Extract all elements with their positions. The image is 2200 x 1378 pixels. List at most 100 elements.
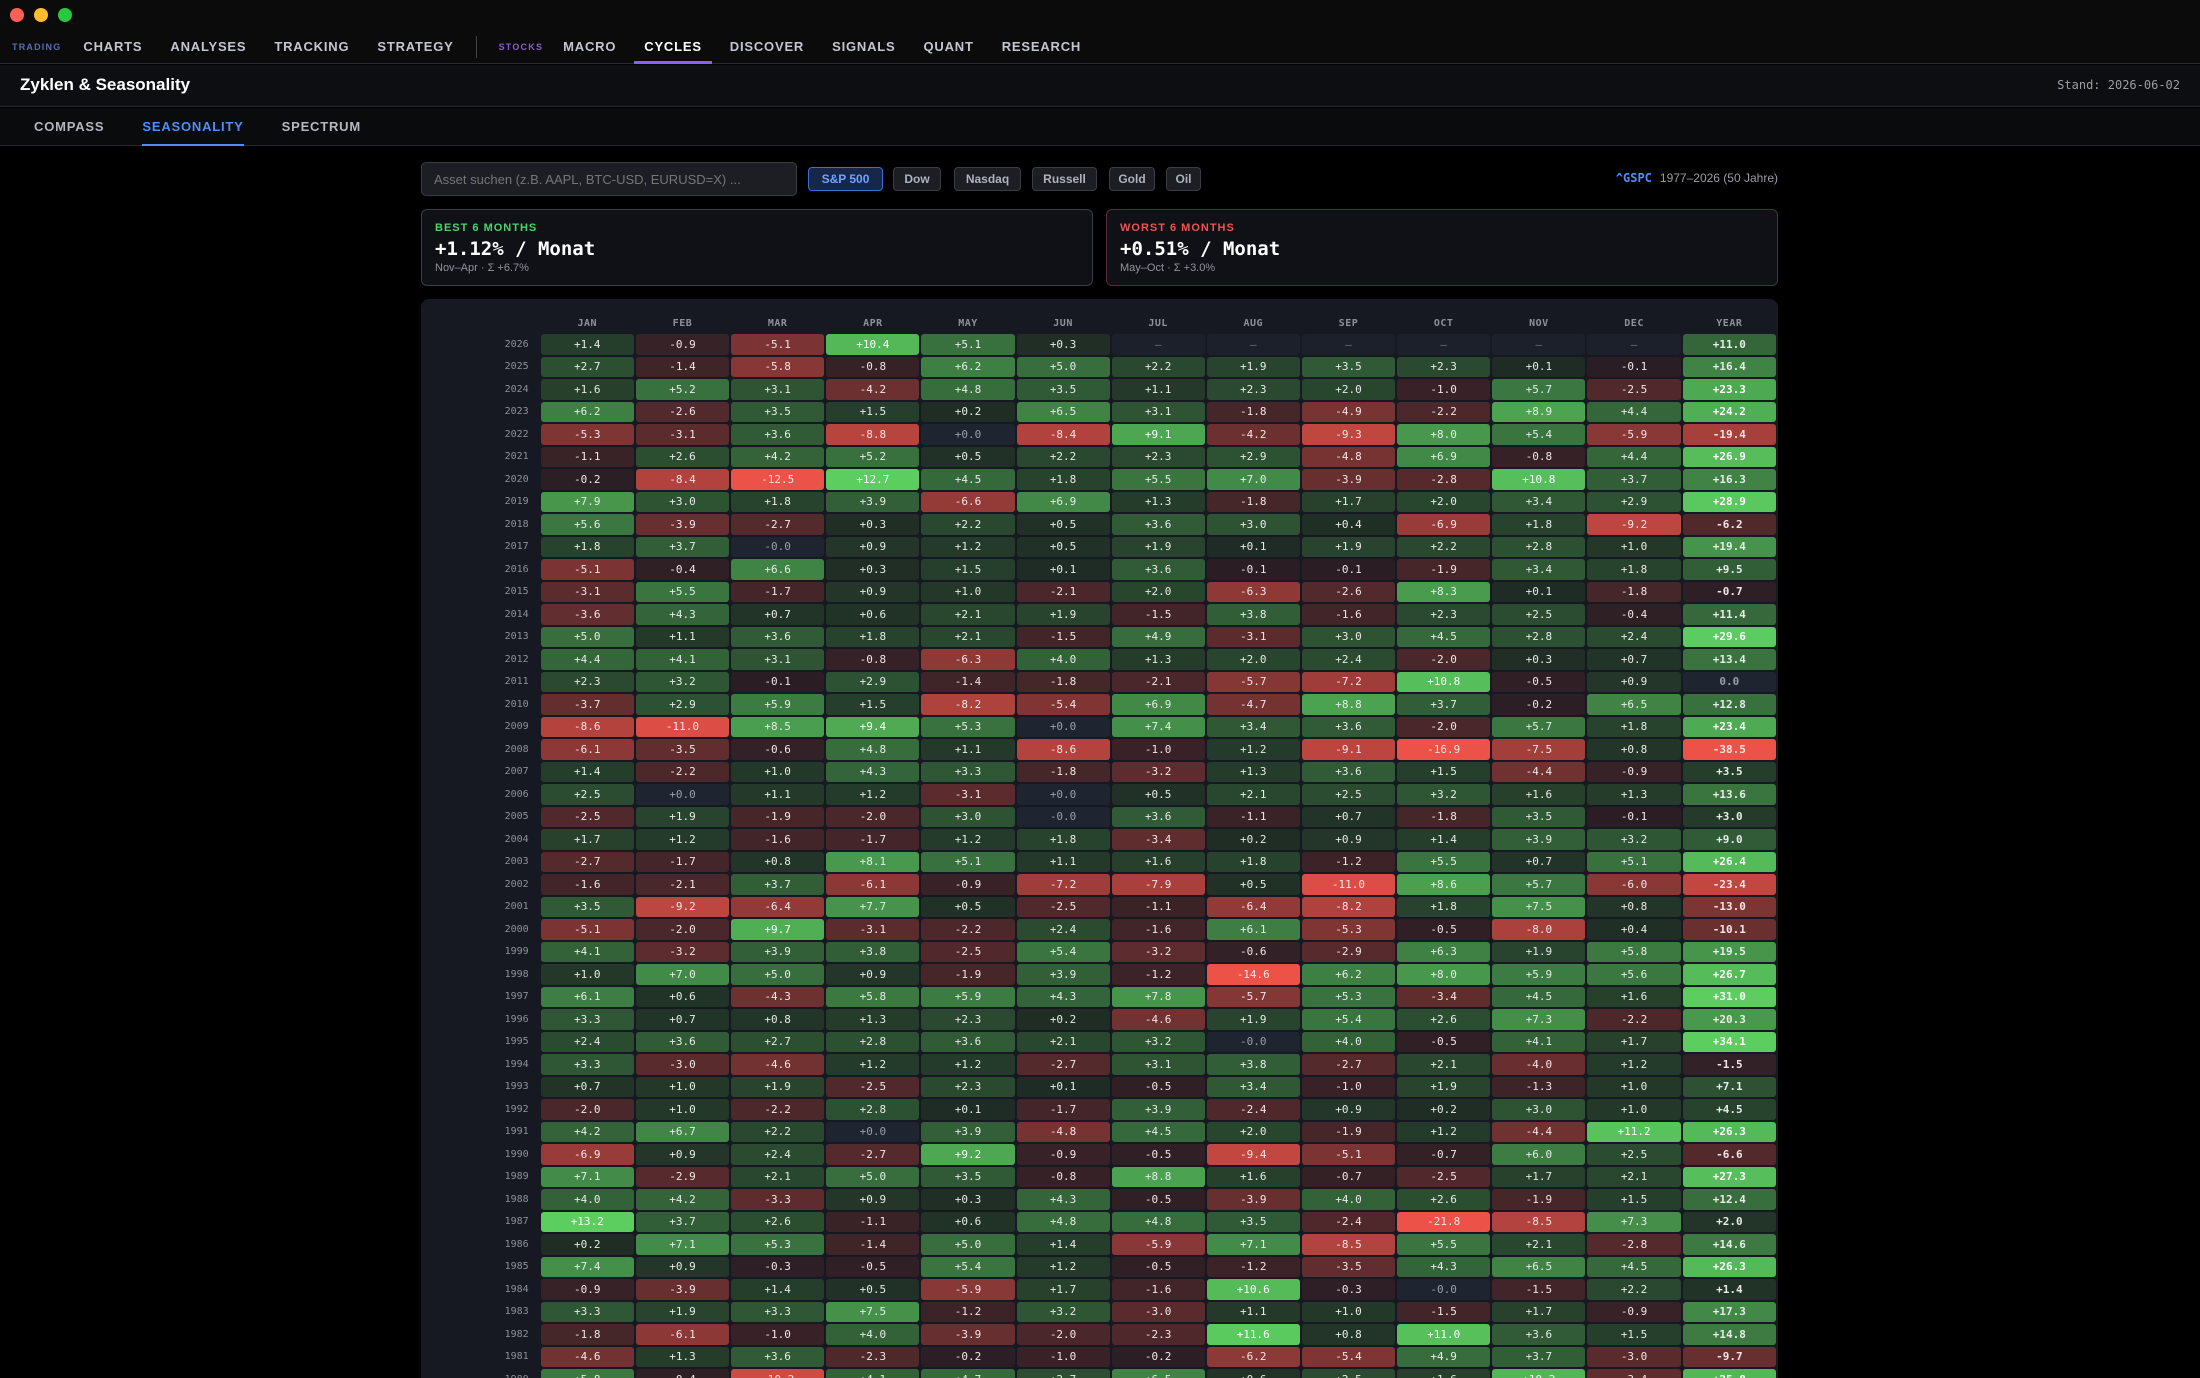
month-return-cell[interactable]: +1.2	[1206, 739, 1300, 760]
month-return-cell[interactable]: -2.4	[1301, 1211, 1396, 1232]
month-return-cell[interactable]: -4.8	[1301, 446, 1396, 467]
year-total-cell[interactable]: +7.1	[1682, 1076, 1776, 1097]
month-return-cell[interactable]: +1.0	[921, 581, 1015, 602]
month-return-cell[interactable]: +2.1	[1492, 1234, 1586, 1255]
month-return-cell[interactable]: -6.1	[826, 874, 920, 895]
month-return-cell[interactable]: +4.1	[540, 941, 634, 962]
month-return-cell[interactable]: +6.2	[1301, 964, 1396, 985]
month-return-cell[interactable]: +6.7	[635, 1121, 730, 1142]
month-return-cell[interactable]: +0.4	[1587, 919, 1681, 940]
month-return-cell[interactable]: -7.5	[1492, 739, 1586, 760]
month-return-cell[interactable]: +9.4	[826, 716, 920, 737]
month-return-cell[interactable]: +2.2	[731, 1121, 825, 1142]
month-return-cell[interactable]: +5.1	[921, 851, 1015, 872]
month-return-cell[interactable]: -0.5	[826, 1256, 920, 1277]
month-return-cell[interactable]: +2.2	[1016, 446, 1110, 467]
month-return-cell[interactable]: -3.0	[635, 1054, 730, 1075]
month-return-cell[interactable]: +5.3	[1301, 986, 1396, 1007]
month-return-cell[interactable]: +0.3	[1016, 334, 1110, 355]
month-return-cell[interactable]: +5.0	[826, 1166, 920, 1187]
year-total-cell[interactable]: +28.9	[1682, 491, 1776, 512]
month-return-cell[interactable]: -5.9	[1111, 1234, 1205, 1255]
month-return-cell[interactable]: +1.6	[1206, 1166, 1300, 1187]
month-return-cell[interactable]: -5.8	[731, 356, 825, 377]
month-return-cell[interactable]: +0.8	[1301, 1324, 1396, 1345]
month-return-cell[interactable]: +3.5	[731, 401, 825, 422]
month-return-cell[interactable]: -0.5	[1397, 1031, 1491, 1052]
month-return-cell[interactable]: +0.9	[1587, 671, 1681, 692]
year-total-cell[interactable]: +24.2	[1682, 401, 1776, 422]
month-return-cell[interactable]: +0.8	[731, 1009, 825, 1030]
month-return-cell[interactable]: -2.7	[731, 514, 825, 535]
month-return-cell[interactable]: +5.7	[1492, 716, 1586, 737]
month-return-cell[interactable]: +10.8	[1492, 469, 1586, 490]
month-return-cell[interactable]: +3.2	[1587, 829, 1681, 850]
month-return-cell[interactable]: +5.4	[1492, 424, 1586, 445]
month-return-cell[interactable]: +10.8	[1397, 671, 1491, 692]
year-total-cell[interactable]: +17.3	[1682, 1301, 1776, 1322]
month-return-cell[interactable]: -0.8	[826, 649, 920, 670]
month-return-cell[interactable]: +1.7	[1492, 1301, 1586, 1322]
nav-item-quant[interactable]: QUANT	[923, 38, 974, 54]
month-return-cell[interactable]: -0.6	[1206, 941, 1300, 962]
month-return-cell[interactable]: +1.8	[826, 626, 920, 647]
month-return-cell[interactable]: —	[1301, 334, 1396, 355]
month-return-cell[interactable]: -0.3	[1301, 1279, 1396, 1300]
month-return-cell[interactable]: +5.1	[921, 334, 1015, 355]
month-return-cell[interactable]: -10.2	[731, 1369, 825, 1378]
month-return-cell[interactable]: +2.2	[1587, 1279, 1681, 1300]
month-return-cell[interactable]: -0.3	[731, 1256, 825, 1277]
month-return-cell[interactable]: +0.9	[826, 581, 920, 602]
month-return-cell[interactable]: +0.9	[826, 964, 920, 985]
year-total-cell[interactable]: +19.5	[1682, 941, 1776, 962]
month-return-cell[interactable]: -2.1	[635, 874, 730, 895]
month-return-cell[interactable]: -0.7	[1301, 1166, 1396, 1187]
month-return-cell[interactable]: +0.0	[635, 784, 730, 805]
year-total-cell[interactable]: +26.3	[1682, 1256, 1776, 1277]
month-return-cell[interactable]: -3.7	[540, 694, 634, 715]
month-return-cell[interactable]: +3.9	[1492, 829, 1586, 850]
month-return-cell[interactable]: +3.3	[540, 1009, 634, 1030]
month-return-cell[interactable]: -5.3	[1301, 919, 1396, 940]
month-return-cell[interactable]: +6.0	[1492, 1144, 1586, 1165]
month-return-cell[interactable]: +4.5	[921, 469, 1015, 490]
month-return-cell[interactable]: -2.0	[1397, 649, 1491, 670]
month-return-cell[interactable]: +0.6	[635, 986, 730, 1007]
month-return-cell[interactable]: -0.9	[921, 874, 1015, 895]
month-return-cell[interactable]: -9.2	[1587, 514, 1681, 535]
month-return-cell[interactable]: +7.4	[540, 1256, 634, 1277]
month-return-cell[interactable]: +3.7	[1492, 1346, 1586, 1367]
month-return-cell[interactable]: -1.5	[1397, 1301, 1491, 1322]
month-return-cell[interactable]: -2.2	[731, 1099, 825, 1120]
month-return-cell[interactable]: -2.0	[1016, 1324, 1110, 1345]
month-return-cell[interactable]: +5.2	[826, 446, 920, 467]
month-return-cell[interactable]: +9.7	[731, 919, 825, 940]
year-total-cell[interactable]: +26.3	[1682, 1121, 1776, 1142]
month-return-cell[interactable]: +1.8	[1206, 851, 1300, 872]
month-return-cell[interactable]: +5.6	[1587, 964, 1681, 985]
month-return-cell[interactable]: +0.9	[635, 1256, 730, 1277]
month-return-cell[interactable]: +1.9	[635, 806, 730, 827]
month-return-cell[interactable]: -0.1	[1301, 559, 1396, 580]
tab-seasonality[interactable]: SEASONALITY	[142, 108, 244, 146]
month-return-cell[interactable]: +3.7	[1587, 469, 1681, 490]
month-return-cell[interactable]: +7.5	[1492, 896, 1586, 917]
month-return-cell[interactable]: +4.5	[1587, 1256, 1681, 1277]
year-total-cell[interactable]: +23.4	[1682, 716, 1776, 737]
nav-item-charts[interactable]: CHARTS	[83, 38, 143, 54]
month-return-cell[interactable]: +1.2	[1587, 1054, 1681, 1075]
month-return-cell[interactable]: -2.5	[540, 806, 634, 827]
month-return-cell[interactable]: +4.0	[1301, 1189, 1396, 1210]
month-return-cell[interactable]: -5.7	[1206, 671, 1300, 692]
month-return-cell[interactable]: +6.6	[731, 559, 825, 580]
month-return-cell[interactable]: +3.3	[921, 761, 1015, 782]
month-return-cell[interactable]: +2.8	[826, 1099, 920, 1120]
month-return-cell[interactable]: +3.5	[921, 1166, 1015, 1187]
month-return-cell[interactable]: +1.9	[1206, 356, 1300, 377]
month-return-cell[interactable]: +6.2	[540, 401, 634, 422]
month-return-cell[interactable]: -4.3	[731, 986, 825, 1007]
month-return-cell[interactable]: -1.7	[826, 829, 920, 850]
month-return-cell[interactable]: +2.6	[1397, 1009, 1491, 1030]
month-return-cell[interactable]: -0.9	[540, 1279, 634, 1300]
month-return-cell[interactable]: +1.0	[1301, 1301, 1396, 1322]
